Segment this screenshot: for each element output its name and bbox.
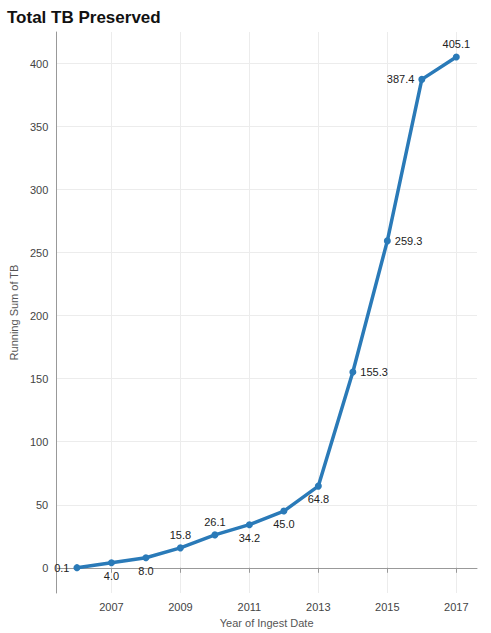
svg-text:34.2: 34.2 [239,532,260,544]
svg-text:405.1: 405.1 [443,38,471,50]
svg-text:2013: 2013 [306,601,330,613]
svg-text:45.0: 45.0 [273,518,294,530]
svg-text:387.4: 387.4 [387,73,415,85]
svg-text:2017: 2017 [444,601,468,613]
svg-text:250: 250 [30,247,48,259]
svg-text:Year of Ingest Date: Year of Ingest Date [220,617,314,629]
svg-text:50: 50 [36,499,48,511]
svg-text:64.8: 64.8 [308,493,329,505]
svg-text:2009: 2009 [168,601,192,613]
svg-text:350: 350 [30,121,48,133]
svg-text:Running Sum of TB: Running Sum of TB [8,265,20,361]
svg-text:259.3: 259.3 [395,235,423,247]
svg-text:4.0: 4.0 [104,570,119,582]
svg-text:155.3: 155.3 [360,366,388,378]
svg-text:2007: 2007 [99,601,123,613]
svg-text:8.0: 8.0 [138,565,153,577]
svg-text:100: 100 [30,436,48,448]
svg-text:Total TB Preserved: Total TB Preserved [7,8,161,27]
svg-text:15.8: 15.8 [170,529,191,541]
svg-text:2011: 2011 [238,601,262,613]
svg-text:300: 300 [30,184,48,196]
svg-text:200: 200 [30,310,48,322]
svg-text:0: 0 [42,562,48,574]
svg-text:26.1: 26.1 [204,516,225,528]
svg-text:2015: 2015 [375,601,399,613]
svg-text:150: 150 [30,373,48,385]
svg-text:0.1: 0.1 [54,562,69,574]
svg-text:400: 400 [30,58,48,70]
